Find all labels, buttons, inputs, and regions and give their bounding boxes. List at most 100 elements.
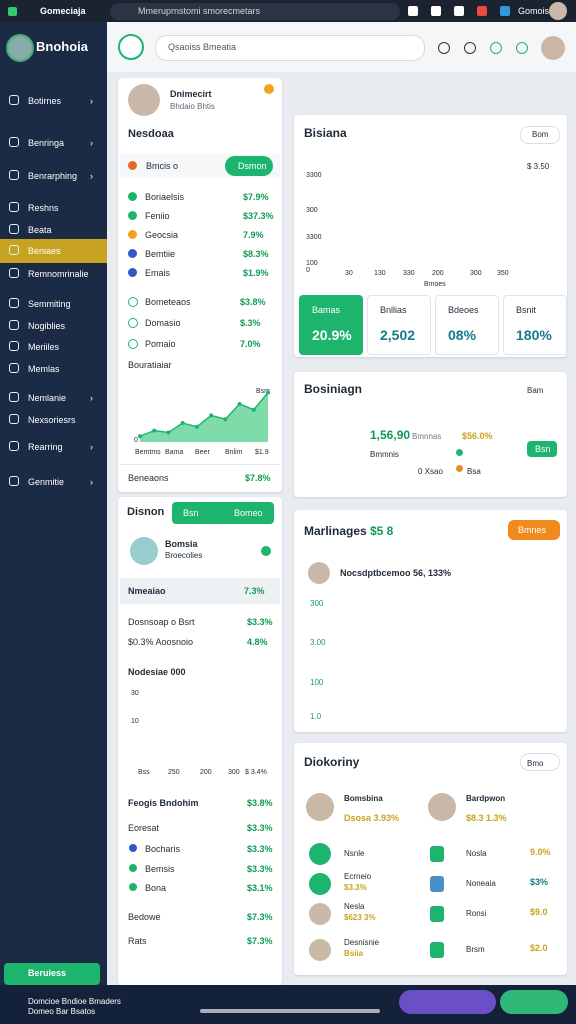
brand: Bnohoia <box>36 39 88 54</box>
row-label: Bometeaos <box>145 297 191 307</box>
row-value: 9.0% <box>530 847 551 857</box>
point <box>194 424 199 429</box>
badge-label: Bom <box>532 130 549 139</box>
person-sub: Dsosa 3.93% <box>344 813 400 823</box>
sidebar-item[interactable]: Remnomrinalie <box>28 269 89 279</box>
sidebar-item[interactable]: Meriiles <box>28 342 60 352</box>
tab[interactable]: Bsn <box>183 508 199 518</box>
row-icon <box>129 844 137 852</box>
search-box[interactable] <box>155 35 425 61</box>
point <box>251 407 256 412</box>
x-label: Bama <box>165 449 184 456</box>
bottom-handle <box>200 1009 380 1013</box>
x-label: $ 3.4% <box>245 769 267 776</box>
x-label: Beer <box>195 449 210 456</box>
avatar <box>308 562 330 584</box>
x-label: 300 <box>470 270 482 277</box>
primary-button[interactable] <box>225 156 273 176</box>
header-icon <box>438 42 450 54</box>
y-label: 1.0 <box>310 712 322 721</box>
gold-value: $56.0% <box>462 431 493 441</box>
profile-role: Bhdaio Bhtis <box>170 102 215 111</box>
list-label: Rats <box>128 936 147 946</box>
avatar <box>130 537 158 565</box>
avatar <box>306 793 334 821</box>
row-label: Brsm <box>466 945 485 954</box>
sidebar-item[interactable]: Memlas <box>28 364 60 374</box>
row-label: Boriaelsis <box>145 192 185 202</box>
list-value: $3.3% <box>247 823 273 833</box>
stat-tile <box>435 295 499 355</box>
row-icon <box>128 339 138 349</box>
balance-button[interactable] <box>527 441 557 457</box>
sidebar-item[interactable]: Beata <box>28 225 52 235</box>
person-name: Bomsia <box>165 539 198 549</box>
list-label: Bedowe <box>128 912 161 922</box>
row-label: Domasio <box>145 318 181 328</box>
footer-line: Domcioe Bndioe Bmaders <box>28 997 121 1006</box>
tab-icon <box>8 7 17 16</box>
sidebar-item[interactable]: Rearring <box>28 442 63 452</box>
sidebar-item[interactable]: Semmiting <box>28 299 71 309</box>
person-name: Bomsbina <box>344 794 383 803</box>
row-value: 7.9% <box>243 230 264 240</box>
x-label: Bss <box>138 769 150 776</box>
chevron: › <box>90 171 93 181</box>
section-title: Nesdoaa <box>128 128 174 140</box>
list-value: $3.3% <box>247 864 273 874</box>
pill-green[interactable] <box>500 990 568 1014</box>
row-label: Emais <box>145 268 171 278</box>
list-value: $3.3% <box>247 844 273 854</box>
browser-icon <box>477 6 487 16</box>
sidebar-item[interactable]: Reshns <box>28 203 59 213</box>
sidebar-icon <box>9 137 19 147</box>
sidebar-item[interactable]: Nexsoriesrs <box>28 415 76 425</box>
sidebar-item[interactable]: Benrarphing <box>28 171 78 181</box>
sidebar-item[interactable]: Beniaes <box>28 246 61 256</box>
header-icon <box>516 42 528 54</box>
stat-value: 180% <box>516 327 552 343</box>
row-icon <box>430 846 444 862</box>
sidebar-item[interactable]: Nogiblies <box>28 321 66 331</box>
sidebar-icon <box>9 202 19 212</box>
line <box>139 392 269 437</box>
browser-icon <box>454 6 464 16</box>
list-label: Eoresat <box>128 823 160 833</box>
header-icon <box>490 42 502 54</box>
primary-button-label[interactable]: Dsmon <box>238 161 267 171</box>
url-bar <box>110 3 400 20</box>
marketing-button[interactable] <box>508 520 560 540</box>
sidebar-item[interactable]: Nemlanie <box>28 393 67 403</box>
person-role: Broecolies <box>165 551 203 560</box>
highlight-row <box>120 578 280 604</box>
sidebar-button-label[interactable]: Beruiess <box>28 968 67 978</box>
pill-purple[interactable] <box>399 990 496 1014</box>
sidebar-item[interactable]: Botirnes <box>28 96 62 106</box>
chart-badge: Bsm <box>256 388 270 395</box>
row-title: Ecrneio <box>344 872 372 881</box>
row-value: $2.0 <box>530 943 548 953</box>
marketing-button-label[interactable]: Bmnes <box>518 525 547 535</box>
stat-label: Bsnit <box>516 305 537 315</box>
tab[interactable]: Bomeo <box>234 508 263 518</box>
dropdown-box <box>520 753 560 771</box>
list-value: $3.8% <box>247 798 273 808</box>
tab-group[interactable] <box>172 502 274 524</box>
sidebar-item[interactable]: Benringa <box>28 138 65 148</box>
amount: 1,56,90 <box>370 428 411 442</box>
tag-dot <box>128 161 137 170</box>
sidebar-item[interactable]: Genmitie <box>28 477 65 487</box>
row-icon <box>128 318 138 328</box>
area <box>140 392 268 442</box>
sidebar-button[interactable] <box>4 963 100 985</box>
sidebar-icon <box>9 341 19 351</box>
stat-tile <box>367 295 431 355</box>
badge <box>264 84 274 94</box>
person-text: Nocsdptbcemoo 56, 133% <box>340 568 452 578</box>
row-value: $37.3% <box>243 211 274 221</box>
balance-button-label[interactable]: Bsn <box>535 444 551 454</box>
user-avatar <box>549 2 567 20</box>
row-value: $3.8% <box>240 297 266 307</box>
subtitle: Bouratiaiar <box>128 360 172 370</box>
sidebar-icon <box>9 224 19 234</box>
